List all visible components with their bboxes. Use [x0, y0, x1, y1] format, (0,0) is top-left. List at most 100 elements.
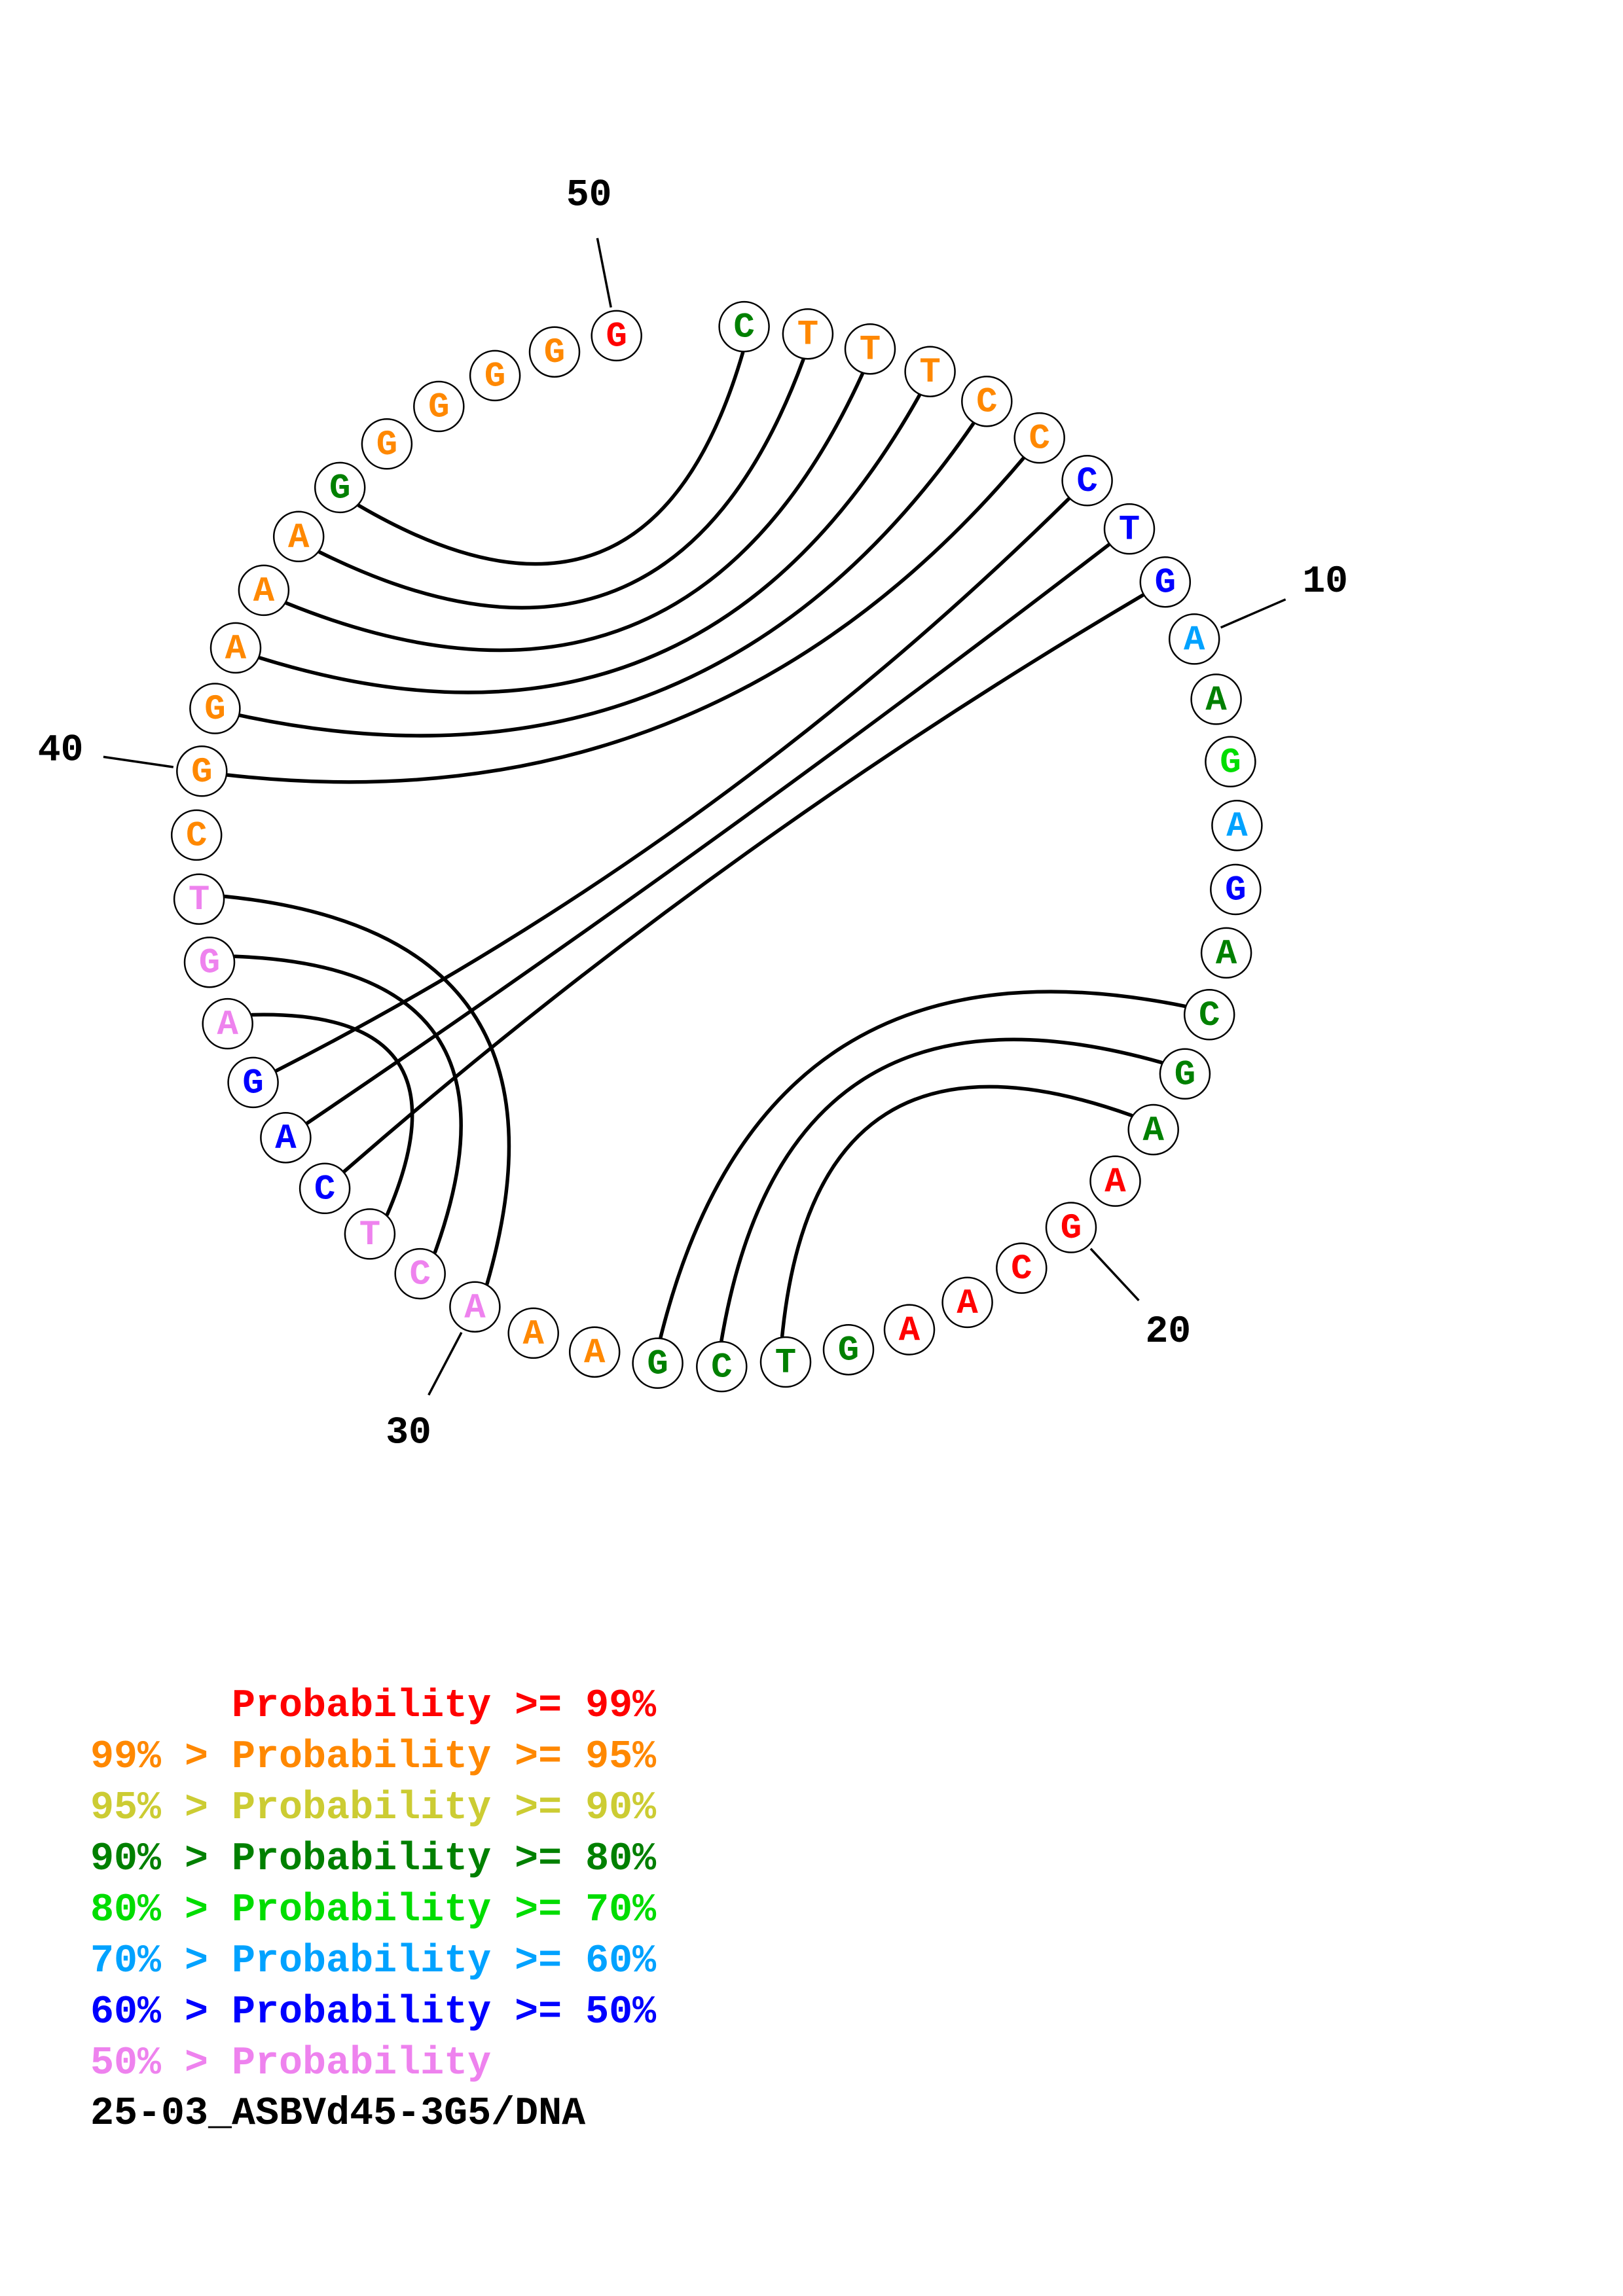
nucleotide-base: G — [1175, 1055, 1195, 1095]
nucleotide-base: T — [189, 880, 210, 920]
nucleotide-circle — [227, 1056, 279, 1109]
nucleotide-base: C — [409, 1255, 430, 1295]
legend-item: 50% > Probability — [90, 2041, 492, 2086]
nucleotide-circle — [361, 418, 413, 470]
nucleotide-circle — [961, 375, 1013, 427]
nucleotide-circle — [528, 326, 581, 378]
nucleotide-circle — [394, 1247, 446, 1300]
probability-legend: Probability >= 99% 99% > Probability >= … — [90, 1681, 656, 2089]
base-pair-arc — [305, 543, 1111, 1125]
nucleotide-circle — [183, 936, 236, 988]
nucleotide-circle — [568, 1326, 621, 1378]
nucleotide-circle — [238, 564, 290, 617]
nucleotide-circle — [1210, 863, 1262, 916]
nucleotide-base: A — [1216, 934, 1237, 974]
nucleotide-base: A — [899, 1311, 921, 1351]
base-pair-arc — [250, 1013, 414, 1217]
nucleotide-base: G — [376, 425, 397, 465]
legend-item: 70% > Probability >= 60% — [90, 1939, 657, 1984]
position-label: 10 — [1302, 561, 1348, 603]
nucleotide-base: C — [1076, 462, 1097, 502]
nucleotide-circle — [314, 461, 366, 514]
nucleotide-base: G — [199, 944, 220, 984]
nucleotide-circle — [822, 1323, 875, 1376]
nucleotide-base: A — [1142, 1111, 1164, 1151]
nucleotide-base: G — [647, 1344, 668, 1384]
nucleotide-base: G — [484, 357, 505, 397]
position-leader-line — [596, 238, 612, 308]
nucleotide-base: C — [711, 1348, 732, 1388]
nucleotide-base: T — [860, 331, 881, 370]
nucleotide-circle — [1168, 613, 1220, 665]
nucleotide-base: G — [329, 469, 350, 509]
base-pair-arc — [226, 456, 1025, 784]
nucleotide-base: G — [204, 690, 225, 730]
nucleotide-base: T — [1119, 511, 1140, 550]
nucleotide-circle — [170, 809, 223, 861]
nucleotide-base: T — [797, 315, 818, 355]
nucleotide-circle — [449, 1281, 501, 1333]
nucleotide-base: G — [428, 388, 449, 428]
nucleotide-base: A — [1226, 807, 1248, 847]
nucleotide-circle — [696, 1340, 748, 1393]
nucleotide-circle — [759, 1336, 812, 1388]
nucleotide-circle — [782, 308, 834, 360]
nucleotide-circle — [1205, 736, 1256, 788]
nucleotide-base: A — [217, 1005, 238, 1045]
nucleotide-circle — [210, 622, 262, 674]
nucleotide-base: A — [1205, 681, 1227, 721]
nucleotide-circle — [1190, 673, 1242, 725]
nucleotide-circle — [272, 511, 325, 563]
nucleotide-circle — [1103, 503, 1156, 555]
nucleotide-circle — [260, 1111, 312, 1164]
position-leader-line — [1220, 598, 1286, 629]
nucleotide-base: A — [275, 1119, 297, 1159]
legend-item: 80% > Probability >= 70% — [90, 1888, 657, 1933]
nucleotide-base: A — [288, 518, 310, 558]
position-leader-line — [1089, 1247, 1140, 1302]
nucleotide-base: C — [1011, 1249, 1032, 1289]
nucleotide-base: A — [957, 1283, 978, 1323]
nucleotide-base: C — [186, 816, 207, 856]
nucleotide-circle — [718, 300, 770, 353]
base-pair-arc — [318, 357, 805, 610]
nucleotide-circle — [507, 1307, 559, 1359]
nucleotide-circle — [344, 1208, 396, 1260]
nucleotide-base: T — [359, 1215, 380, 1255]
position-label: 30 — [386, 1412, 431, 1454]
nucleotide-circle — [1159, 1048, 1211, 1100]
nucleotide-base: C — [314, 1170, 335, 1210]
base-pair-arc — [780, 1085, 1133, 1338]
base-pair-arc — [223, 894, 511, 1286]
base-pair-arc — [342, 593, 1145, 1174]
base-pair-arc — [284, 372, 864, 653]
nucleotide-base: G — [1155, 564, 1176, 603]
nucleotide-circle — [883, 1304, 936, 1355]
nucleotide-base: A — [464, 1288, 486, 1328]
nucleotide-circle — [1061, 455, 1113, 507]
base-pair-arc — [258, 393, 921, 694]
base-pair-arc — [720, 1037, 1163, 1342]
legend-item: 90% > Probability >= 80% — [90, 1837, 657, 1882]
nucleotide-base: T — [919, 353, 940, 393]
legend-item: 95% > Probability >= 90% — [90, 1786, 657, 1831]
plot-title: 25-03_ASBVd45-3G5/DNA — [90, 2092, 586, 2136]
nucleotide-base: A — [1184, 620, 1205, 660]
position-label: 20 — [1145, 1311, 1191, 1354]
nucleotide-circle — [996, 1242, 1048, 1294]
nucleotide-circle — [202, 997, 253, 1050]
nucleotide-base: G — [1061, 1209, 1082, 1249]
nucleotide-base: G — [544, 333, 565, 373]
nucleotide-circle — [632, 1337, 684, 1390]
nucleotide-circle — [1127, 1103, 1179, 1156]
position-leader-line — [103, 755, 174, 768]
base-pair-arc — [238, 422, 976, 738]
nucleotide-base: G — [1220, 743, 1241, 783]
nucleotide-base: T — [775, 1344, 796, 1384]
base-pair-arc — [274, 497, 1070, 1073]
legend-item: 60% > Probability >= 50% — [90, 1990, 657, 2035]
nucleotide-circle — [941, 1276, 993, 1329]
nucleotide-base: A — [584, 1333, 606, 1373]
